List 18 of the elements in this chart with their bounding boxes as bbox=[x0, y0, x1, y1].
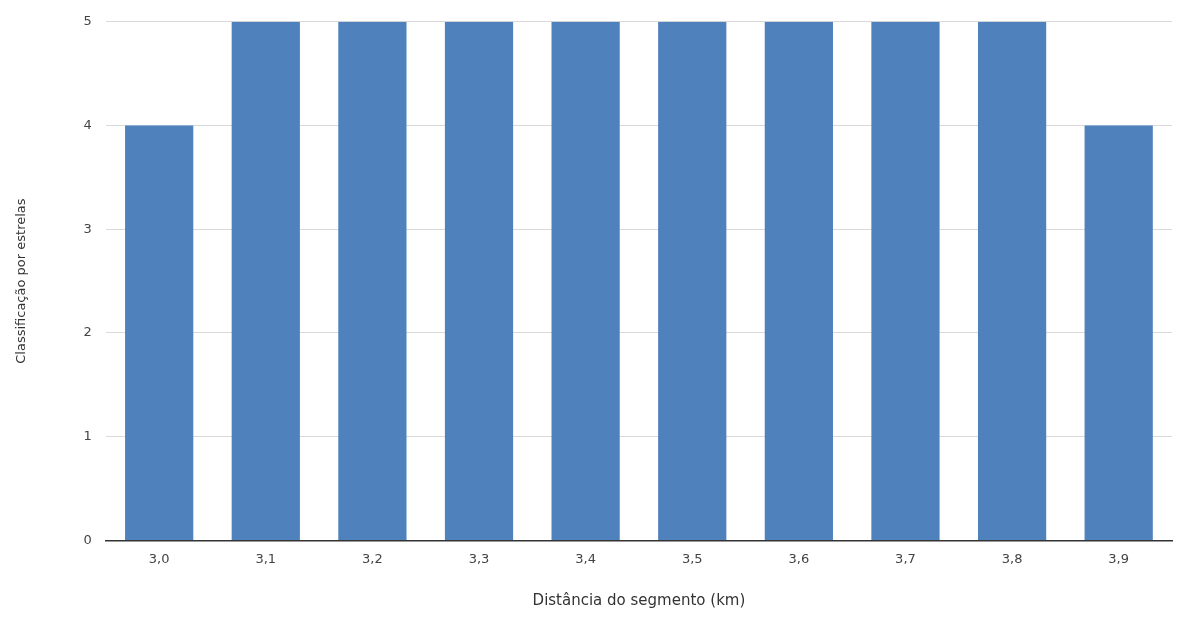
x-tick-label: 3,9 bbox=[1108, 550, 1130, 566]
x-tick-label: 3,3 bbox=[468, 550, 490, 566]
y-tick-label: 4 bbox=[83, 116, 92, 132]
y-tick-label: 0 bbox=[83, 531, 92, 547]
y-tick-label: 5 bbox=[83, 13, 92, 29]
x-axis-title: Distância do segmento (km) bbox=[532, 590, 746, 609]
x-tick-label: 3,4 bbox=[575, 550, 596, 566]
y-tick-label: 3 bbox=[83, 220, 92, 236]
x-tick-label: 3,6 bbox=[788, 550, 810, 566]
y-axis-title: Classificação por estrelas bbox=[13, 198, 29, 364]
x-tick-label: 3,8 bbox=[1001, 550, 1023, 566]
y-tick-label: 2 bbox=[83, 324, 92, 340]
x-tick-label: 3,7 bbox=[895, 550, 916, 566]
x-tick-label: 3,0 bbox=[148, 550, 170, 566]
y-tick-label: 1 bbox=[83, 428, 92, 444]
x-tick-label: 3,1 bbox=[255, 550, 277, 566]
x-tick-label: 3,2 bbox=[362, 550, 383, 566]
x-tick-label: 3,5 bbox=[681, 550, 703, 566]
